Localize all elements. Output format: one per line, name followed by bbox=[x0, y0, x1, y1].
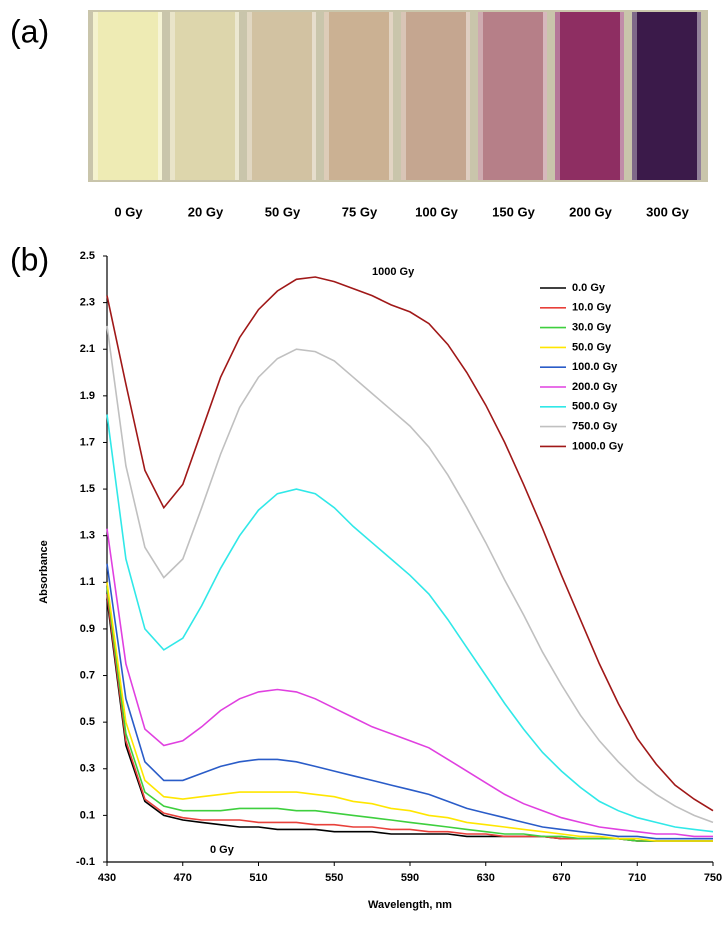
vial-glass bbox=[247, 12, 252, 180]
vial-glass bbox=[93, 12, 98, 180]
line bbox=[107, 415, 713, 832]
x-tick-label: 590 bbox=[401, 872, 419, 884]
y-tick-label: 2.5 bbox=[80, 250, 95, 262]
x-tick-label: 430 bbox=[98, 872, 116, 884]
page: (a) (b) Wavelength, nm Absorbance 0 Gy 20… bbox=[0, 0, 724, 931]
legend-label: 1000.0 Gy bbox=[572, 440, 624, 452]
line bbox=[107, 594, 713, 841]
y-tick-label: 0.5 bbox=[80, 716, 95, 728]
vial-glass bbox=[312, 12, 316, 180]
y-tick-label: 0.7 bbox=[80, 669, 95, 681]
vial-glass bbox=[170, 12, 175, 180]
x-tick-label: 510 bbox=[249, 872, 267, 884]
vial-glass bbox=[324, 12, 329, 180]
vial-glass bbox=[697, 12, 701, 180]
y-tick-label: 1.3 bbox=[80, 530, 95, 542]
sample-label: 100 Gy bbox=[415, 204, 458, 219]
x-tick-label: 670 bbox=[552, 872, 570, 884]
x-tick-label: 470 bbox=[174, 872, 192, 884]
x-axis-label: Wavelength, nm bbox=[368, 899, 452, 911]
vial-glass bbox=[543, 12, 547, 180]
y-tick-label: 2.1 bbox=[80, 343, 95, 355]
line bbox=[107, 326, 713, 823]
vial-glass bbox=[478, 12, 483, 180]
x-tick-label: 550 bbox=[325, 872, 343, 884]
vial bbox=[170, 12, 239, 180]
sample-label: 0 Gy bbox=[114, 204, 143, 219]
vial bbox=[632, 12, 701, 180]
vial bbox=[478, 12, 547, 180]
vial-glass bbox=[389, 12, 393, 180]
x-tick-label: 750 bbox=[704, 872, 722, 884]
legend-label: 10.0 Gy bbox=[572, 302, 612, 314]
vial-glass bbox=[620, 12, 624, 180]
vial-glass bbox=[158, 12, 162, 180]
line bbox=[107, 587, 713, 841]
y-tick-label: 1.7 bbox=[80, 436, 95, 448]
y-tick-label: 1.1 bbox=[80, 576, 95, 588]
line bbox=[107, 599, 713, 841]
y-tick-label: 0.9 bbox=[80, 623, 95, 635]
sample-label: 75 Gy bbox=[342, 204, 378, 219]
y-tick-label: -0.1 bbox=[76, 856, 95, 868]
y-tick-label: 0.1 bbox=[80, 809, 95, 821]
annotation: 0 Gy bbox=[210, 844, 235, 856]
vial bbox=[93, 12, 162, 180]
vial-glass bbox=[632, 12, 637, 180]
sample-label: 50 Gy bbox=[265, 204, 301, 219]
vial-glass bbox=[401, 12, 406, 180]
legend-label: 500.0 Gy bbox=[572, 401, 618, 413]
vial bbox=[555, 12, 624, 180]
y-tick-label: 1.9 bbox=[80, 390, 95, 402]
vial bbox=[401, 12, 470, 180]
annotation: 1000 Gy bbox=[372, 266, 415, 278]
panel-label: (a) bbox=[10, 13, 49, 49]
sample-label: 150 Gy bbox=[492, 204, 535, 219]
vial bbox=[247, 12, 316, 180]
sample-label: 300 Gy bbox=[646, 204, 689, 219]
legend-label: 100.0 Gy bbox=[572, 361, 618, 373]
x-tick-label: 710 bbox=[628, 872, 646, 884]
y-tick-label: 2.3 bbox=[80, 297, 95, 309]
vial-glass bbox=[466, 12, 470, 180]
legend-label: 200.0 Gy bbox=[572, 381, 618, 393]
legend-label: 50.0 Gy bbox=[572, 341, 612, 353]
legend-label: 0.0 Gy bbox=[572, 282, 606, 294]
legend-label: 30.0 Gy bbox=[572, 322, 612, 334]
y-tick-label: 0.3 bbox=[80, 763, 95, 775]
figure: (a) (b) Wavelength, nm Absorbance 0 Gy 20… bbox=[0, 0, 724, 926]
sample-label: 20 Gy bbox=[188, 204, 224, 219]
y-tick-label: 1.5 bbox=[80, 483, 95, 495]
vial-glass bbox=[555, 12, 560, 180]
y-axis-label: Absorbance bbox=[38, 540, 50, 604]
panel-label: (b) bbox=[10, 241, 49, 277]
x-tick-label: 630 bbox=[477, 872, 495, 884]
sample-label: 200 Gy bbox=[569, 204, 612, 219]
legend-label: 750.0 Gy bbox=[572, 421, 618, 433]
line bbox=[107, 277, 713, 811]
vial bbox=[324, 12, 393, 180]
vial-glass bbox=[235, 12, 239, 180]
